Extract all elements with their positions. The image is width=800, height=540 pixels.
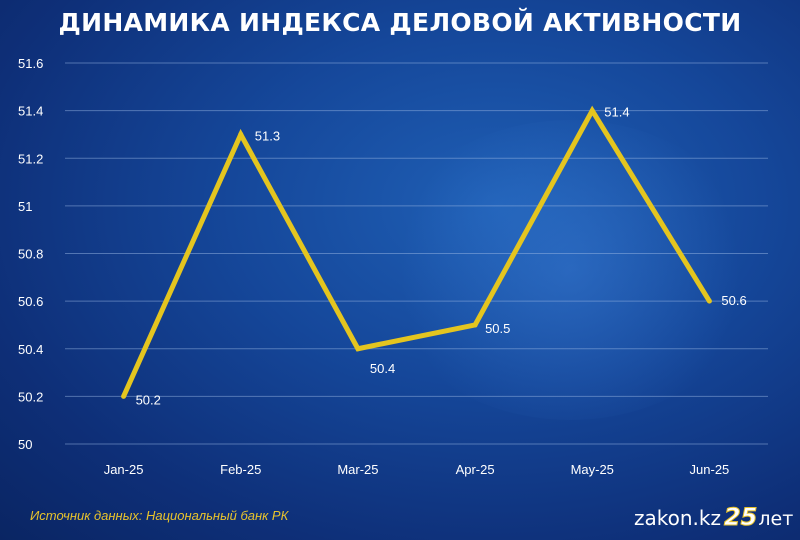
- data-point: [472, 322, 478, 328]
- logo-site-text: zakon.kz: [634, 506, 721, 530]
- y-tick-label: 50.6: [18, 294, 43, 309]
- data-label: 50.6: [721, 293, 746, 308]
- y-tick-label: 50.2: [18, 389, 43, 404]
- logo-anniversary-number: 25: [723, 503, 758, 532]
- x-tick-label: Jun-25: [690, 462, 730, 477]
- data-label: 50.5: [485, 321, 510, 336]
- data-point: [589, 108, 595, 114]
- zakon-logo: zakon.kz 25 лет: [634, 503, 794, 532]
- data-point: [706, 298, 712, 304]
- data-label: 50.2: [136, 392, 161, 407]
- data-label: 51.4: [604, 105, 629, 120]
- x-tick-label: Jan-25: [104, 462, 144, 477]
- y-tick-label: 51: [18, 199, 32, 214]
- data-point: [121, 393, 127, 399]
- x-tick-label: May-25: [571, 462, 614, 477]
- data-label: 51.3: [255, 128, 280, 143]
- logo-suffix: лет: [758, 508, 794, 530]
- source-note: Источник данных: Национальный банк РК: [30, 508, 289, 523]
- data-label: 50.4: [370, 361, 395, 376]
- y-tick-label: 50: [18, 437, 32, 452]
- background-glow: [380, 120, 760, 420]
- y-tick-label: 51.6: [18, 56, 43, 71]
- y-tick-label: 51.4: [18, 104, 43, 119]
- x-tick-label: Feb-25: [220, 462, 261, 477]
- data-point: [238, 131, 244, 137]
- chart-title: ДИНАМИКА ИНДЕКСА ДЕЛОВОЙ АКТИВНОСТИ: [58, 8, 742, 37]
- y-tick-label: 51.2: [18, 151, 43, 166]
- data-point: [355, 346, 361, 352]
- y-tick-label: 50.8: [18, 247, 43, 262]
- x-tick-label: Mar-25: [337, 462, 378, 477]
- y-tick-label: 50.4: [18, 342, 43, 357]
- x-tick-label: Apr-25: [456, 462, 495, 477]
- series-line: [121, 105, 712, 398]
